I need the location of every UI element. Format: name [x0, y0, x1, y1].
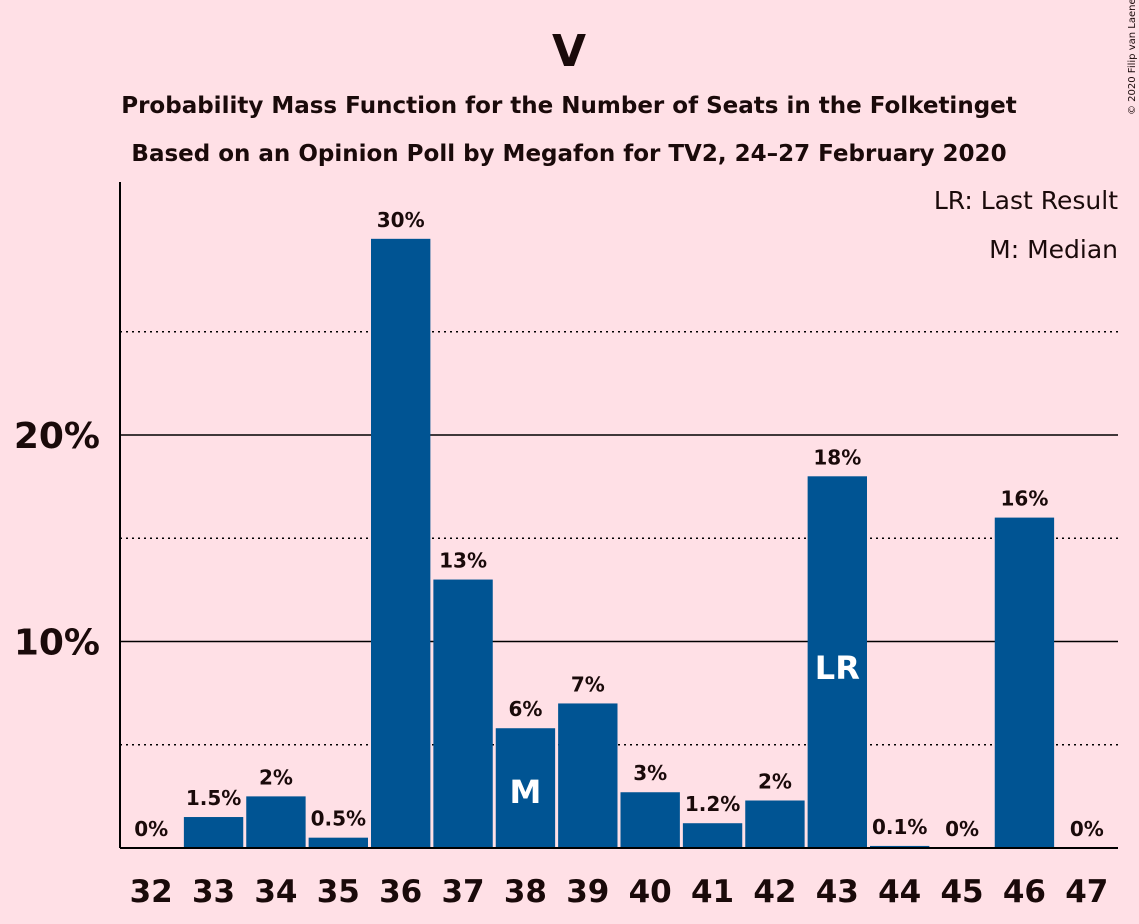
- gridlines: [120, 331, 1118, 746]
- x-tick-38: 38: [504, 874, 547, 910]
- x-tick-34: 34: [254, 874, 297, 910]
- data-label-38: 6%: [508, 697, 542, 721]
- data-label-36: 30%: [377, 208, 425, 232]
- y-tick-10: 10%: [14, 623, 100, 664]
- x-tick-43: 43: [816, 874, 859, 910]
- data-label-37: 13%: [439, 549, 487, 573]
- x-tick-44: 44: [878, 874, 921, 910]
- x-tick-47: 47: [1065, 874, 1108, 910]
- copyright: © 2020 Filip van Laenen: [1127, 0, 1138, 115]
- x-tick-45: 45: [940, 874, 983, 910]
- x-tick-33: 33: [192, 874, 235, 910]
- chart-title: V: [552, 26, 586, 77]
- bar-42: [745, 800, 805, 848]
- y-tick-20: 20%: [14, 416, 100, 457]
- x-tick-37: 37: [441, 874, 484, 910]
- x-tick-39: 39: [566, 874, 609, 910]
- last-result-marker: LR: [815, 649, 860, 687]
- data-label-34: 2%: [259, 765, 293, 789]
- legend-item-2: M: Median: [989, 235, 1118, 264]
- bar-33: [183, 817, 244, 848]
- bar-37: [433, 579, 493, 848]
- chart-subtitle-1: Probability Mass Function for the Number…: [121, 93, 1017, 119]
- data-label-32: 0%: [134, 817, 168, 841]
- data-label-43: 18%: [813, 445, 861, 469]
- bars: [183, 238, 1055, 848]
- data-label-39: 7%: [571, 672, 605, 696]
- legend-item-1: LR: Last Result: [934, 186, 1118, 215]
- data-label-40: 3%: [633, 761, 667, 785]
- data-label-42: 2%: [758, 770, 792, 794]
- bar-44: [870, 845, 930, 848]
- data-label-47: 0%: [1070, 817, 1104, 841]
- chart-subtitle-2: Based on an Opinion Poll by Megafon for …: [131, 141, 1006, 167]
- bar-35: [308, 837, 368, 848]
- data-label-44: 0.1%: [872, 815, 927, 839]
- bar-43: [807, 476, 867, 848]
- data-label-46: 16%: [1001, 487, 1049, 511]
- x-tick-36: 36: [379, 874, 422, 910]
- x-tick-35: 35: [317, 874, 360, 910]
- data-label-33: 1.5%: [186, 786, 241, 810]
- x-tick-40: 40: [629, 874, 672, 910]
- x-tick-42: 42: [753, 874, 796, 910]
- x-tick-46: 46: [1003, 874, 1046, 910]
- bar-36: [371, 238, 431, 848]
- data-label-45: 0%: [945, 817, 979, 841]
- median-marker: M: [510, 773, 542, 811]
- bar-41: [682, 823, 743, 848]
- x-tick-32: 32: [130, 874, 173, 910]
- bar-38: [495, 728, 556, 848]
- axes: 32 33 34 35 36 37 38 39 40 41 42 43 44 45 46 47 10% 20%: [14, 182, 1118, 910]
- x-tick-41: 41: [691, 874, 734, 910]
- data-labels: 0% 1.5% 2% 0.5% 30% 13% 6% M 7% 3% 1.2% 2% 18% LR 0.1%…: [134, 208, 1104, 841]
- bar-39: [558, 703, 618, 848]
- bar-46: [994, 517, 1055, 848]
- data-label-41: 1.2%: [685, 792, 740, 816]
- data-label-35: 0.5%: [311, 807, 366, 831]
- bar-34: [246, 796, 306, 848]
- legend: LR: Last Result M: Median: [934, 186, 1118, 264]
- bar-40: [620, 792, 680, 848]
